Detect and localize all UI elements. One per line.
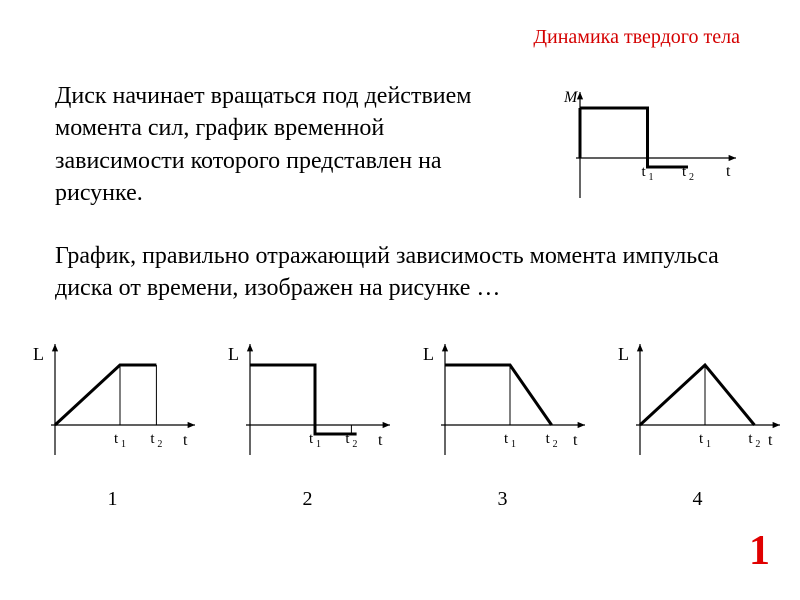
svg-text:2: 2 (157, 439, 162, 450)
problem-paragraph-2: График, правильно отражающий зависимость… (55, 240, 755, 305)
svg-text:1: 1 (706, 439, 711, 450)
correct-answer: 1 (749, 527, 770, 575)
option-4: Ltt1t2 4 (605, 330, 790, 511)
svg-text:t: t (378, 432, 383, 449)
svg-text:t: t (183, 432, 188, 449)
option-number: 4 (693, 488, 703, 511)
svg-text:2: 2 (689, 172, 694, 183)
svg-text:t: t (504, 431, 509, 447)
svg-text:1: 1 (511, 439, 516, 450)
moment-vs-time-chart: Mtt1t2 (530, 78, 750, 208)
svg-text:M: M (563, 89, 579, 106)
svg-text:t: t (309, 431, 314, 447)
svg-text:1: 1 (649, 172, 654, 183)
option-number: 1 (108, 488, 118, 511)
svg-text:L: L (618, 344, 629, 364)
problem-paragraph-1: Диск начинает вращаться под действием мо… (55, 80, 485, 210)
svg-text:t: t (546, 431, 551, 447)
svg-text:L: L (423, 344, 434, 364)
option-2: Ltt1t2 2 (215, 330, 400, 511)
section-header: Динамика твердого тела (533, 26, 740, 49)
svg-text:t: t (150, 431, 155, 447)
svg-text:t: t (642, 164, 647, 180)
option-3: Ltt1t2 3 (410, 330, 595, 511)
option-number: 2 (303, 488, 313, 511)
svg-text:t: t (768, 432, 773, 449)
svg-text:L: L (228, 344, 239, 364)
svg-text:2: 2 (352, 439, 357, 450)
svg-text:t: t (114, 431, 119, 447)
answer-options-row: Ltt1t2 1 Ltt1t2 2 Ltt1t2 3 Ltt1t2 4 (20, 330, 790, 511)
svg-text:t: t (699, 431, 704, 447)
option-number: 3 (498, 488, 508, 511)
svg-text:2: 2 (755, 439, 760, 450)
svg-text:1: 1 (121, 439, 126, 450)
option-1: Ltt1t2 1 (20, 330, 205, 511)
svg-text:L: L (33, 344, 44, 364)
svg-text:t: t (573, 432, 578, 449)
svg-text:t: t (748, 431, 753, 447)
svg-text:2: 2 (553, 439, 558, 450)
svg-text:1: 1 (316, 439, 321, 450)
svg-text:t: t (726, 163, 731, 180)
